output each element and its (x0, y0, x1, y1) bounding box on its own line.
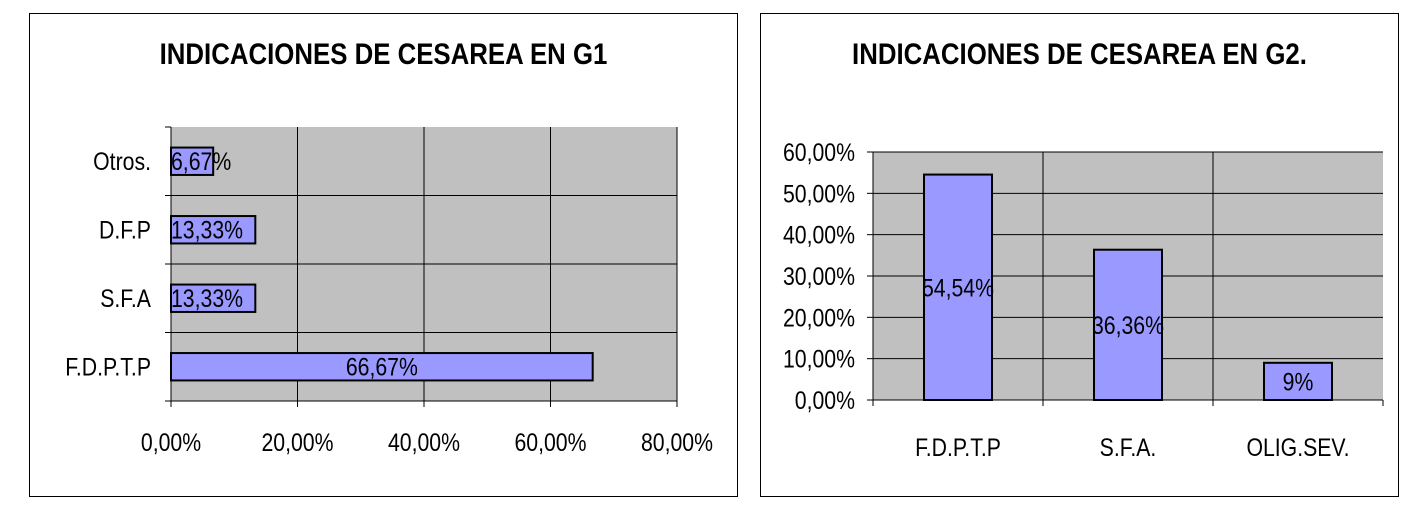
bar (1263, 361, 1333, 401)
bar (923, 173, 993, 401)
category-label: OLIG.SEV. (1246, 433, 1349, 461)
y-tick-label: 20,00% (783, 304, 855, 332)
chart-title-g1: INDICACIONES DE CESAREA EN G1 (159, 38, 608, 71)
data-label: 6,67% (171, 148, 231, 176)
data-label: 13,33% (171, 285, 243, 313)
chart-panel-g1: INDICACIONES DE CESAREA EN G1 0,00% 20,00… (29, 13, 738, 497)
category-label: Otros. (93, 148, 151, 176)
bar (170, 146, 215, 176)
bar-chart-g1: 0,00% 20,00% 40,00% 60,00% 80,00% F.D.P.T.P 66… (65, 126, 713, 456)
category-label: S.F.A (100, 285, 151, 313)
y-tick-label: 50,00% (783, 180, 855, 208)
bar (170, 215, 257, 245)
bar-chart-g2: 0,00% 10,00% 20,00% 30,00% 40,00% 50,00% 60,00… (783, 138, 1384, 461)
x-tick-label: 40,00% (388, 428, 460, 456)
data-label: 13,33% (171, 216, 243, 244)
x-tick-label: 0,00% (141, 428, 201, 456)
data-label: 66,67% (346, 353, 418, 381)
x-tick-label: 80,00% (641, 428, 713, 456)
y-tick-label: 40,00% (783, 221, 855, 249)
category-label: S.F.A. (1100, 433, 1157, 461)
category-label: F.D.P.T.P (915, 433, 1001, 461)
y-tick-label: 10,00% (783, 345, 855, 373)
y-tick-label: 0,00% (795, 386, 855, 414)
x-tick-label: 20,00% (261, 428, 333, 456)
category-label: D.F.P (99, 216, 151, 244)
data-label: 36,36% (1092, 311, 1164, 339)
y-tick-label: 30,00% (783, 262, 855, 290)
data-label: 54,54% (922, 274, 994, 302)
bar (170, 352, 594, 382)
chart-panel-g2: INDICACIONES DE CESAREA EN G2. 0,00% 10,0… (760, 13, 1399, 497)
bar (1093, 248, 1163, 401)
chart-title-g2: INDICACIONES DE CESAREA EN G2. (852, 38, 1307, 71)
x-tick-label: 60,00% (514, 428, 586, 456)
data-label: 9% (1283, 368, 1314, 396)
y-tick-label: 60,00% (783, 138, 855, 166)
bar (170, 283, 257, 313)
category-label: F.D.P.T.P (65, 353, 151, 381)
